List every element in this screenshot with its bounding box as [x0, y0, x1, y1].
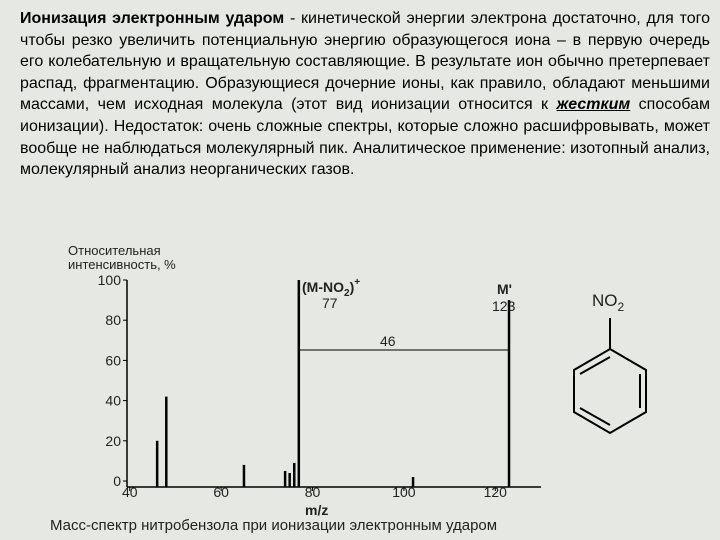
- molecular-mass: 123: [492, 298, 516, 314]
- fragment-sup: +: [354, 277, 360, 288]
- caption: Масс-спектр нитробензола при ионизации э…: [50, 517, 497, 534]
- fragment-mass: 77: [322, 295, 338, 311]
- fragment-sub: 2: [344, 288, 350, 299]
- emphasis: жестким: [556, 96, 631, 114]
- x-tick-label: 60: [213, 484, 229, 500]
- structure-label: NO2: [592, 291, 625, 314]
- fragment-text: (M-NO: [302, 279, 344, 295]
- lead: Ионизация электронным ударом: [20, 10, 285, 27]
- y-tick-label: 20: [105, 433, 121, 449]
- structure-sub: 2: [618, 300, 625, 314]
- y-tick-label: 100: [98, 272, 122, 288]
- x-tick-label: 40: [122, 484, 138, 500]
- text: способам ионизации). Недостаток: очень с…: [20, 96, 711, 179]
- paragraph: Ионизация электронным ударом - кинетичес…: [20, 8, 710, 181]
- text: - кинетической энергии электрона достато…: [20, 10, 711, 114]
- y-tick-label: 80: [105, 312, 121, 328]
- y-tick-label: 0: [113, 473, 121, 489]
- x-tick-label: 120: [484, 484, 508, 500]
- y-axis-label: Относительная интенсивность, %: [68, 243, 176, 272]
- x-axis-label: m/z: [305, 502, 328, 518]
- difference-label: 46: [380, 333, 396, 349]
- y-tick-label: 60: [105, 352, 121, 368]
- y-tick-label: 40: [105, 393, 121, 409]
- fragment-tail: ): [350, 279, 355, 295]
- benzene: [573, 318, 647, 435]
- structure-text: NO: [592, 291, 618, 310]
- x-tick-label: 80: [305, 484, 321, 500]
- x-tick-label: 100: [392, 484, 416, 500]
- molecular-label: M': [497, 281, 512, 297]
- fragment-label: (M-NO2)+: [302, 277, 360, 299]
